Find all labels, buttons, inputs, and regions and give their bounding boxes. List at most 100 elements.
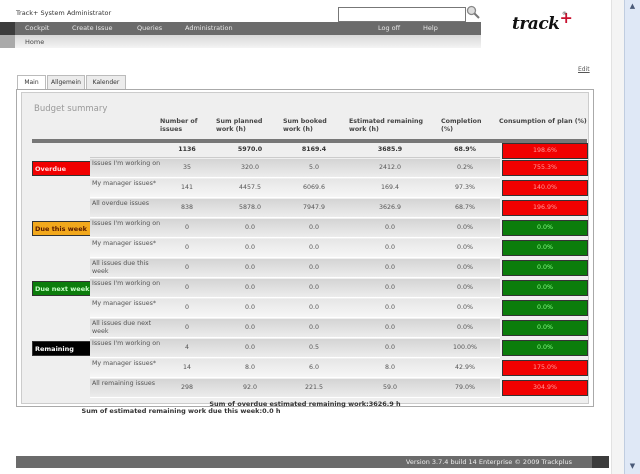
cell-planned: 0.0 bbox=[244, 304, 255, 311]
row-label[interactable]: Issues I'm working on bbox=[92, 160, 161, 167]
cell-booked: 6.0 bbox=[308, 364, 319, 371]
total-completion: 68.9% bbox=[454, 146, 476, 153]
cell-booked: 0.0 bbox=[308, 304, 319, 311]
breadcrumb-bar bbox=[15, 35, 481, 48]
cell-booked: 6069.6 bbox=[302, 184, 326, 191]
search-input[interactable] bbox=[338, 7, 466, 22]
cell-issues: 0 bbox=[184, 264, 189, 271]
cell-booked: 0.0 bbox=[308, 224, 319, 231]
page: Track+ System Administrator track+ ® Cock… bbox=[0, 5, 609, 468]
cell-planned: 0.0 bbox=[244, 284, 255, 291]
table-row: My manager issues* 141 4457.5 6069.6 169.4 97… bbox=[90, 179, 500, 198]
cell-booked: 0.0 bbox=[308, 244, 319, 251]
cell-remaining: 0.0 bbox=[384, 224, 395, 231]
row-label[interactable]: All overdue issues bbox=[92, 200, 150, 207]
scroll-down-icon[interactable]: ▼ bbox=[629, 462, 636, 470]
summary-this-week: Sum of estimated remaining work due this… bbox=[81, 407, 281, 415]
row-label[interactable]: My manager issues* bbox=[92, 240, 157, 247]
category-due-this-week: Due this week bbox=[32, 221, 92, 236]
cell-planned: 5878.0 bbox=[238, 204, 262, 211]
total-issues: 1136 bbox=[178, 146, 196, 153]
tab-main[interactable]: Main bbox=[17, 75, 46, 90]
cell-booked: 0.5 bbox=[308, 344, 319, 351]
cell-remaining: 0.0 bbox=[384, 344, 395, 351]
scroll-up-icon[interactable]: ▲ bbox=[629, 2, 636, 10]
consumption-badge: 0.0% bbox=[502, 240, 588, 256]
cell-remaining: 0.0 bbox=[384, 304, 395, 311]
consumption-badge: 0.0% bbox=[502, 340, 588, 356]
table-row: All remaining issues 298 92.0 221.5 59.0 79.0… bbox=[90, 379, 500, 398]
cell-planned: 0.0 bbox=[244, 344, 255, 351]
table-row: All overdue issues 838 5878.0 7947.9 3626.9 6… bbox=[90, 199, 500, 218]
cell-completion: 42.9% bbox=[454, 364, 475, 371]
nav-help[interactable]: Help bbox=[423, 24, 438, 32]
cell-remaining: 3626.9 bbox=[378, 204, 402, 211]
consumption-badge: 0.0% bbox=[502, 300, 588, 316]
search-button[interactable] bbox=[466, 5, 480, 19]
cell-planned: 0.0 bbox=[244, 224, 255, 231]
cell-remaining: 59.0 bbox=[382, 384, 398, 391]
table-row: My manager issues* 0 0.0 0.0 0.0 0.0% bbox=[90, 299, 500, 318]
nav-cockpit[interactable]: Cockpit bbox=[25, 24, 50, 32]
footer: Version 3.7.4 build 14 Enterprise © 2009… bbox=[16, 456, 609, 468]
col-header-planned: Sum planned work (h) bbox=[216, 118, 263, 133]
header-divider bbox=[32, 139, 587, 143]
consumption-badge: 0.0% bbox=[502, 320, 588, 336]
cell-remaining: 8.0 bbox=[384, 364, 395, 371]
total-row: 1136 5970.0 8169.4 3685.9 68.9% bbox=[90, 144, 500, 158]
cell-planned: 0.0 bbox=[244, 324, 255, 331]
main-navbar: Cockpit Create Issue Queries Administrat… bbox=[0, 22, 481, 35]
table-row: Issues I'm working on 35 320.0 5.0 2412.0 0.2… bbox=[90, 159, 500, 178]
row-label[interactable]: Issues I'm working on bbox=[92, 340, 161, 347]
cell-planned: 0.0 bbox=[244, 244, 255, 251]
consumption-badge: 304.9% bbox=[502, 380, 588, 396]
category-remaining: Remaining bbox=[32, 341, 92, 356]
edit-link[interactable]: Edit bbox=[578, 66, 590, 73]
total-booked: 8169.4 bbox=[301, 146, 327, 153]
row-label[interactable]: My manager issues* bbox=[92, 180, 157, 187]
row-label[interactable]: Issues I'm working on bbox=[92, 280, 161, 287]
cell-planned: 4457.5 bbox=[238, 184, 262, 191]
cell-completion: 79.0% bbox=[454, 384, 475, 391]
table-row: Issues I'm working on 0 0.0 0.0 0.0 0.0% bbox=[90, 279, 500, 298]
row-label[interactable]: My manager issues* bbox=[92, 300, 157, 307]
cell-remaining: 0.0 bbox=[384, 324, 395, 331]
cell-remaining: 2412.0 bbox=[378, 164, 402, 171]
footer-edge bbox=[592, 456, 609, 468]
nav-administration[interactable]: Administration bbox=[185, 24, 233, 32]
nav-create-issue[interactable]: Create Issue bbox=[72, 24, 113, 32]
row-label[interactable]: All issues due next week bbox=[92, 320, 152, 335]
table-row: Issues I'm working on 4 0.0 0.5 0.0 100.0% bbox=[90, 339, 500, 358]
consumption-badge: 755.3% bbox=[502, 160, 588, 176]
table-row: Issues I'm working on 0 0.0 0.0 0.0 0.0% bbox=[90, 219, 500, 238]
consumption-badge: 196.9% bbox=[502, 200, 588, 216]
row-label[interactable]: My manager issues* bbox=[92, 360, 157, 367]
tab-kalender[interactable]: Kalender bbox=[86, 75, 126, 89]
consumption-badge: 140.0% bbox=[502, 180, 588, 196]
breadcrumb-home[interactable]: Home bbox=[25, 38, 45, 46]
cell-booked: 7947.9 bbox=[302, 204, 326, 211]
cell-issues: 0 bbox=[184, 244, 189, 251]
vertical-scrollbar[interactable]: ▲ ▼ bbox=[611, 0, 640, 474]
row-label[interactable]: All issues due this week bbox=[92, 260, 149, 275]
table-row: My manager issues* 0 0.0 0.0 0.0 0.0% bbox=[90, 239, 500, 258]
tab-allgemein[interactable]: Allgemein bbox=[47, 75, 85, 89]
table-row: All issues due next week 0 0.0 0.0 0.0 0.0% bbox=[90, 319, 500, 338]
col-header-completion: Completion (%) bbox=[441, 118, 482, 133]
cell-booked: 0.0 bbox=[308, 284, 319, 291]
cell-completion: 0.0% bbox=[457, 224, 473, 231]
nav-queries[interactable]: Queries bbox=[137, 24, 163, 32]
cell-issues: 0 bbox=[184, 284, 189, 291]
version-text: Version 3.7.4 build 14 Enterprise © 2009… bbox=[405, 458, 572, 466]
total-remaining: 3685.9 bbox=[377, 146, 403, 153]
navbar-edge bbox=[0, 22, 15, 35]
cell-issues: 141 bbox=[180, 184, 194, 191]
cell-planned: 92.0 bbox=[242, 384, 258, 391]
panel-title: Budget summary bbox=[34, 104, 108, 114]
category-overdue: Overdue bbox=[32, 161, 92, 176]
row-label[interactable]: Issues I'm working on bbox=[92, 220, 161, 227]
row-label[interactable]: All remaining issues bbox=[92, 380, 156, 387]
nav-log-off[interactable]: Log off bbox=[378, 24, 401, 32]
scrollbar-track[interactable] bbox=[624, 0, 640, 474]
col-header-booked: Sum booked work (h) bbox=[283, 118, 327, 133]
